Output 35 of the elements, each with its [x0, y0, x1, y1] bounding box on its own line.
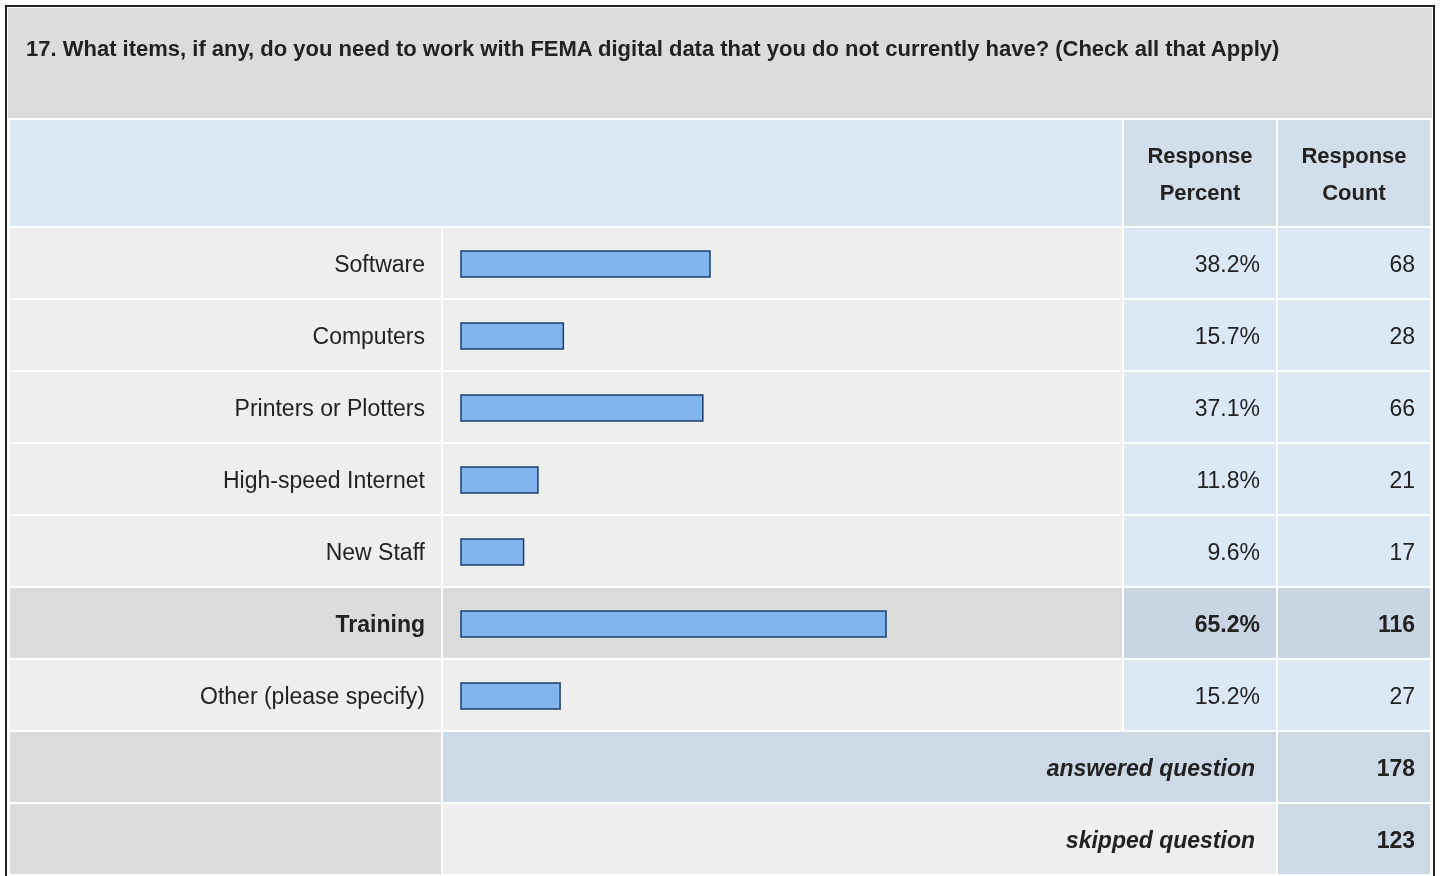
text: 27: [1389, 683, 1415, 709]
bar: [460, 322, 565, 350]
data-label: 11.8%: [1196, 467, 1260, 493]
bar: [460, 682, 561, 710]
data-label: 15.7%: [1194, 323, 1260, 349]
text: answered question: [1046, 755, 1255, 781]
bar: [460, 250, 711, 278]
y-tick-label: Training: [335, 611, 425, 637]
bar: [460, 538, 525, 566]
data-label: 37.1%: [1194, 395, 1260, 421]
y-tick-label: Software: [334, 251, 425, 277]
text: 21: [1389, 467, 1415, 493]
text: 123: [1376, 827, 1415, 853]
text: 116: [1377, 611, 1415, 637]
text: 28: [1389, 323, 1415, 349]
bar: [460, 394, 704, 422]
chart-title: 17. What items, if any, do you need to work with FEMA digital data that you do not currently have? (Check all that Apply): [26, 36, 1280, 61]
data-label: 9.6%: [1207, 539, 1260, 565]
text: Response Count: [1301, 142, 1407, 205]
y-tick-label: Computers: [312, 323, 425, 349]
y-tick-label: Printers or Plotters: [234, 395, 425, 421]
y-tick-label: High-speed Internet: [222, 467, 426, 493]
text: Response Percent: [1147, 142, 1253, 205]
data-label: 65.2%: [1194, 611, 1260, 637]
text: 66: [1389, 395, 1415, 421]
data-label: 38.2%: [1194, 251, 1260, 277]
text: skipped question: [1065, 827, 1255, 853]
bar: [460, 466, 539, 494]
bar: [460, 610, 887, 638]
data-label: 15.2%: [1194, 683, 1260, 709]
text: 178: [1376, 755, 1416, 781]
y-tick-label: Other (please specify): [200, 683, 425, 709]
y-tick-label: New Staff: [325, 539, 426, 565]
text: 68: [1389, 251, 1415, 277]
text: 17: [1389, 539, 1415, 565]
